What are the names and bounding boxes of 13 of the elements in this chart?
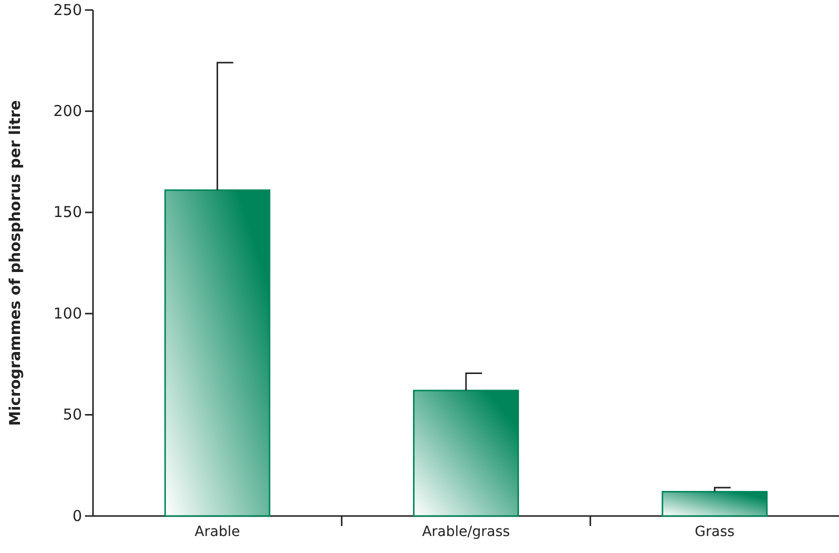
x-tick-label: Grass <box>694 524 735 540</box>
x-tick-label: Arable/grass <box>422 524 510 540</box>
bar <box>662 490 768 517</box>
y-tick-label: 100 <box>53 304 82 322</box>
y-tick-label: 250 <box>53 0 82 19</box>
bar <box>413 390 519 517</box>
bar <box>164 189 270 517</box>
y-tick-label: 200 <box>53 102 82 120</box>
x-tick-label: Arable <box>194 524 240 540</box>
y-tick-label: 50 <box>62 406 82 424</box>
y-tick-label: 150 <box>53 203 82 222</box>
y-axis-title: Microgrammes of phosphorus per litre <box>6 100 24 426</box>
y-tick-label: 0 <box>72 506 82 525</box>
